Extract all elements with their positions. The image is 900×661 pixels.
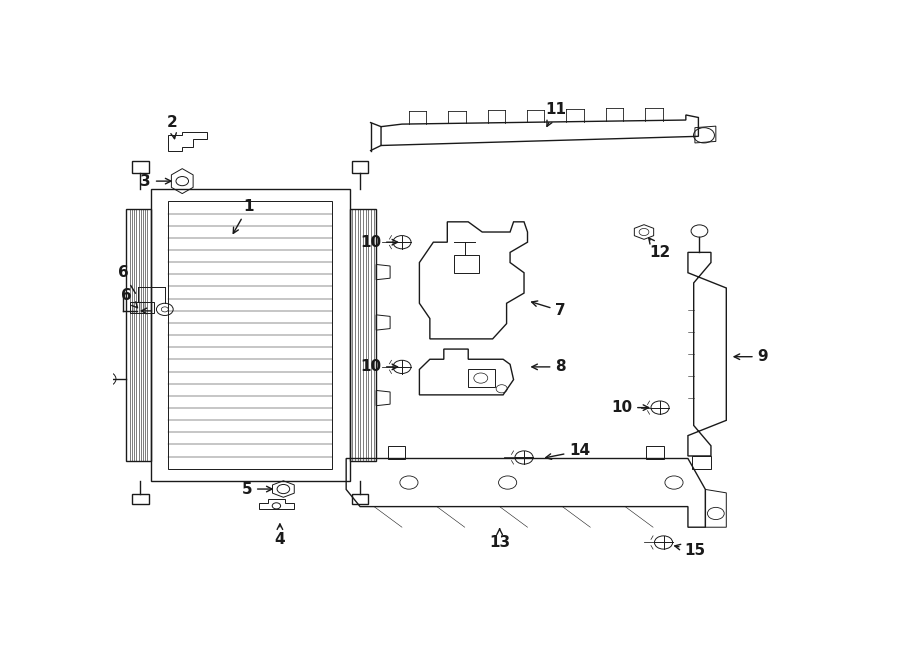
Text: 11: 11 [544, 102, 566, 126]
Text: 6: 6 [122, 288, 138, 308]
Text: 8: 8 [532, 360, 566, 374]
Text: 10: 10 [611, 400, 649, 415]
Text: 1: 1 [233, 199, 254, 233]
Text: 7: 7 [532, 301, 566, 319]
Text: 15: 15 [675, 543, 706, 558]
Text: 10: 10 [360, 235, 398, 250]
Text: 3: 3 [140, 174, 171, 188]
Text: 13: 13 [489, 529, 510, 550]
Text: 4: 4 [274, 524, 285, 547]
Text: 2: 2 [166, 115, 177, 139]
Text: 6: 6 [118, 265, 136, 293]
Text: 14: 14 [545, 444, 590, 459]
Text: 5: 5 [241, 482, 272, 496]
Text: 9: 9 [734, 349, 769, 364]
Text: 12: 12 [649, 238, 670, 260]
Text: 10: 10 [360, 360, 398, 374]
